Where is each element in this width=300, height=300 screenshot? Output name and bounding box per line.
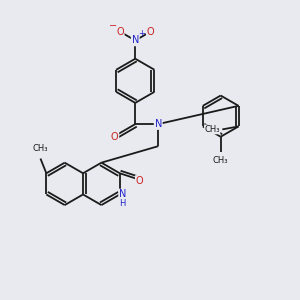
Text: CH₃: CH₃ [213, 156, 228, 165]
Text: O: O [111, 132, 118, 142]
Text: O: O [136, 176, 143, 186]
Text: H: H [119, 199, 126, 208]
Text: O: O [147, 27, 154, 37]
Text: −: − [110, 21, 118, 31]
Text: +: + [138, 29, 145, 38]
Text: CH₃: CH₃ [33, 144, 48, 153]
Text: CH₃: CH₃ [205, 125, 220, 134]
Text: O: O [116, 27, 124, 37]
Text: N: N [154, 119, 162, 129]
Text: N: N [119, 190, 126, 200]
Text: N: N [132, 35, 139, 46]
